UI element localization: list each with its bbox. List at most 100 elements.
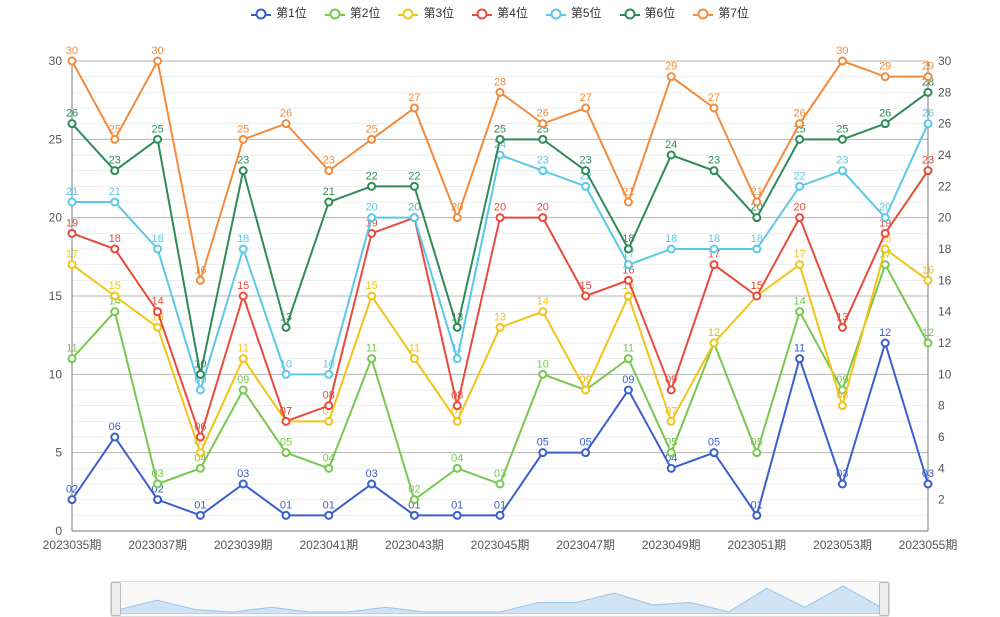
point xyxy=(753,449,760,456)
point xyxy=(882,340,889,347)
svg-text:05: 05 xyxy=(280,437,292,449)
point xyxy=(582,387,589,394)
svg-text:14: 14 xyxy=(938,305,952,319)
point xyxy=(154,308,161,315)
point xyxy=(368,230,375,237)
svg-text:8: 8 xyxy=(938,399,945,413)
point xyxy=(197,277,204,284)
point xyxy=(69,496,76,503)
point xyxy=(882,261,889,268)
range-slider-spark xyxy=(119,584,881,614)
point xyxy=(539,167,546,174)
legend-item[interactable]: 第1位 xyxy=(251,4,307,21)
svg-text:16: 16 xyxy=(922,264,934,276)
svg-text:03: 03 xyxy=(836,468,848,480)
svg-text:08: 08 xyxy=(451,390,463,402)
svg-text:18: 18 xyxy=(665,233,677,245)
svg-text:01: 01 xyxy=(451,499,463,511)
svg-text:14: 14 xyxy=(151,296,163,308)
svg-text:22: 22 xyxy=(365,170,377,182)
legend-item[interactable]: 第7位 xyxy=(693,4,749,21)
svg-text:25: 25 xyxy=(49,132,63,146)
svg-text:30: 30 xyxy=(66,45,78,57)
point xyxy=(925,167,932,174)
point xyxy=(454,512,461,519)
point xyxy=(796,136,803,143)
svg-text:18: 18 xyxy=(237,233,249,245)
legend-item[interactable]: 第6位 xyxy=(620,4,676,21)
point xyxy=(283,120,290,127)
point xyxy=(753,214,760,221)
svg-text:10: 10 xyxy=(49,367,63,381)
point xyxy=(411,355,418,362)
svg-text:2023047期: 2023047期 xyxy=(556,538,615,552)
point xyxy=(625,387,632,394)
svg-text:2: 2 xyxy=(938,493,945,507)
svg-text:10: 10 xyxy=(280,358,292,370)
svg-text:09: 09 xyxy=(665,374,677,386)
svg-text:06: 06 xyxy=(194,421,206,433)
point xyxy=(111,308,118,315)
svg-text:21: 21 xyxy=(622,186,634,198)
range-slider[interactable] xyxy=(110,581,890,617)
svg-text:27: 27 xyxy=(708,92,720,104)
svg-text:10: 10 xyxy=(323,358,335,370)
svg-text:24: 24 xyxy=(938,148,952,162)
point xyxy=(325,512,332,519)
svg-text:01: 01 xyxy=(280,499,292,511)
svg-text:26: 26 xyxy=(537,108,549,120)
point xyxy=(582,293,589,300)
point xyxy=(753,199,760,206)
point xyxy=(925,340,932,347)
range-slider-handle-right[interactable] xyxy=(879,582,889,616)
point xyxy=(582,183,589,190)
svg-text:15: 15 xyxy=(365,280,377,292)
legend-item[interactable]: 第5位 xyxy=(546,4,602,21)
point xyxy=(668,73,675,80)
svg-text:03: 03 xyxy=(151,468,163,480)
point xyxy=(753,246,760,253)
svg-text:07: 07 xyxy=(280,405,292,417)
point xyxy=(411,512,418,519)
svg-text:11: 11 xyxy=(623,343,634,355)
svg-text:23: 23 xyxy=(836,155,848,167)
legend-item[interactable]: 第4位 xyxy=(472,4,528,21)
point xyxy=(197,449,204,456)
point xyxy=(497,214,504,221)
svg-text:15: 15 xyxy=(579,280,591,292)
point xyxy=(154,58,161,65)
svg-text:04: 04 xyxy=(323,452,335,464)
point xyxy=(839,402,846,409)
svg-text:11: 11 xyxy=(451,343,462,355)
point xyxy=(839,481,846,488)
point xyxy=(240,136,247,143)
point xyxy=(240,246,247,253)
point xyxy=(454,418,461,425)
svg-text:21: 21 xyxy=(109,186,121,198)
point xyxy=(240,167,247,174)
svg-text:26: 26 xyxy=(938,117,952,131)
svg-text:26: 26 xyxy=(280,108,292,120)
svg-text:06: 06 xyxy=(109,421,121,433)
svg-text:02: 02 xyxy=(408,484,420,496)
svg-text:2023035期: 2023035期 xyxy=(43,538,102,552)
point xyxy=(497,481,504,488)
svg-text:20: 20 xyxy=(451,202,463,214)
legend-item[interactable]: 第2位 xyxy=(325,4,381,21)
range-slider-handle-left[interactable] xyxy=(111,582,121,616)
point xyxy=(325,199,332,206)
point xyxy=(711,105,718,112)
legend-label: 第4位 xyxy=(497,6,528,20)
legend-label: 第1位 xyxy=(276,6,307,20)
point xyxy=(111,136,118,143)
svg-text:18: 18 xyxy=(708,233,720,245)
point xyxy=(668,465,675,472)
svg-text:26: 26 xyxy=(922,108,934,120)
point xyxy=(582,449,589,456)
point xyxy=(625,355,632,362)
point xyxy=(411,496,418,503)
legend-item[interactable]: 第3位 xyxy=(398,4,454,21)
point xyxy=(625,293,632,300)
svg-text:20: 20 xyxy=(793,202,805,214)
point xyxy=(454,402,461,409)
